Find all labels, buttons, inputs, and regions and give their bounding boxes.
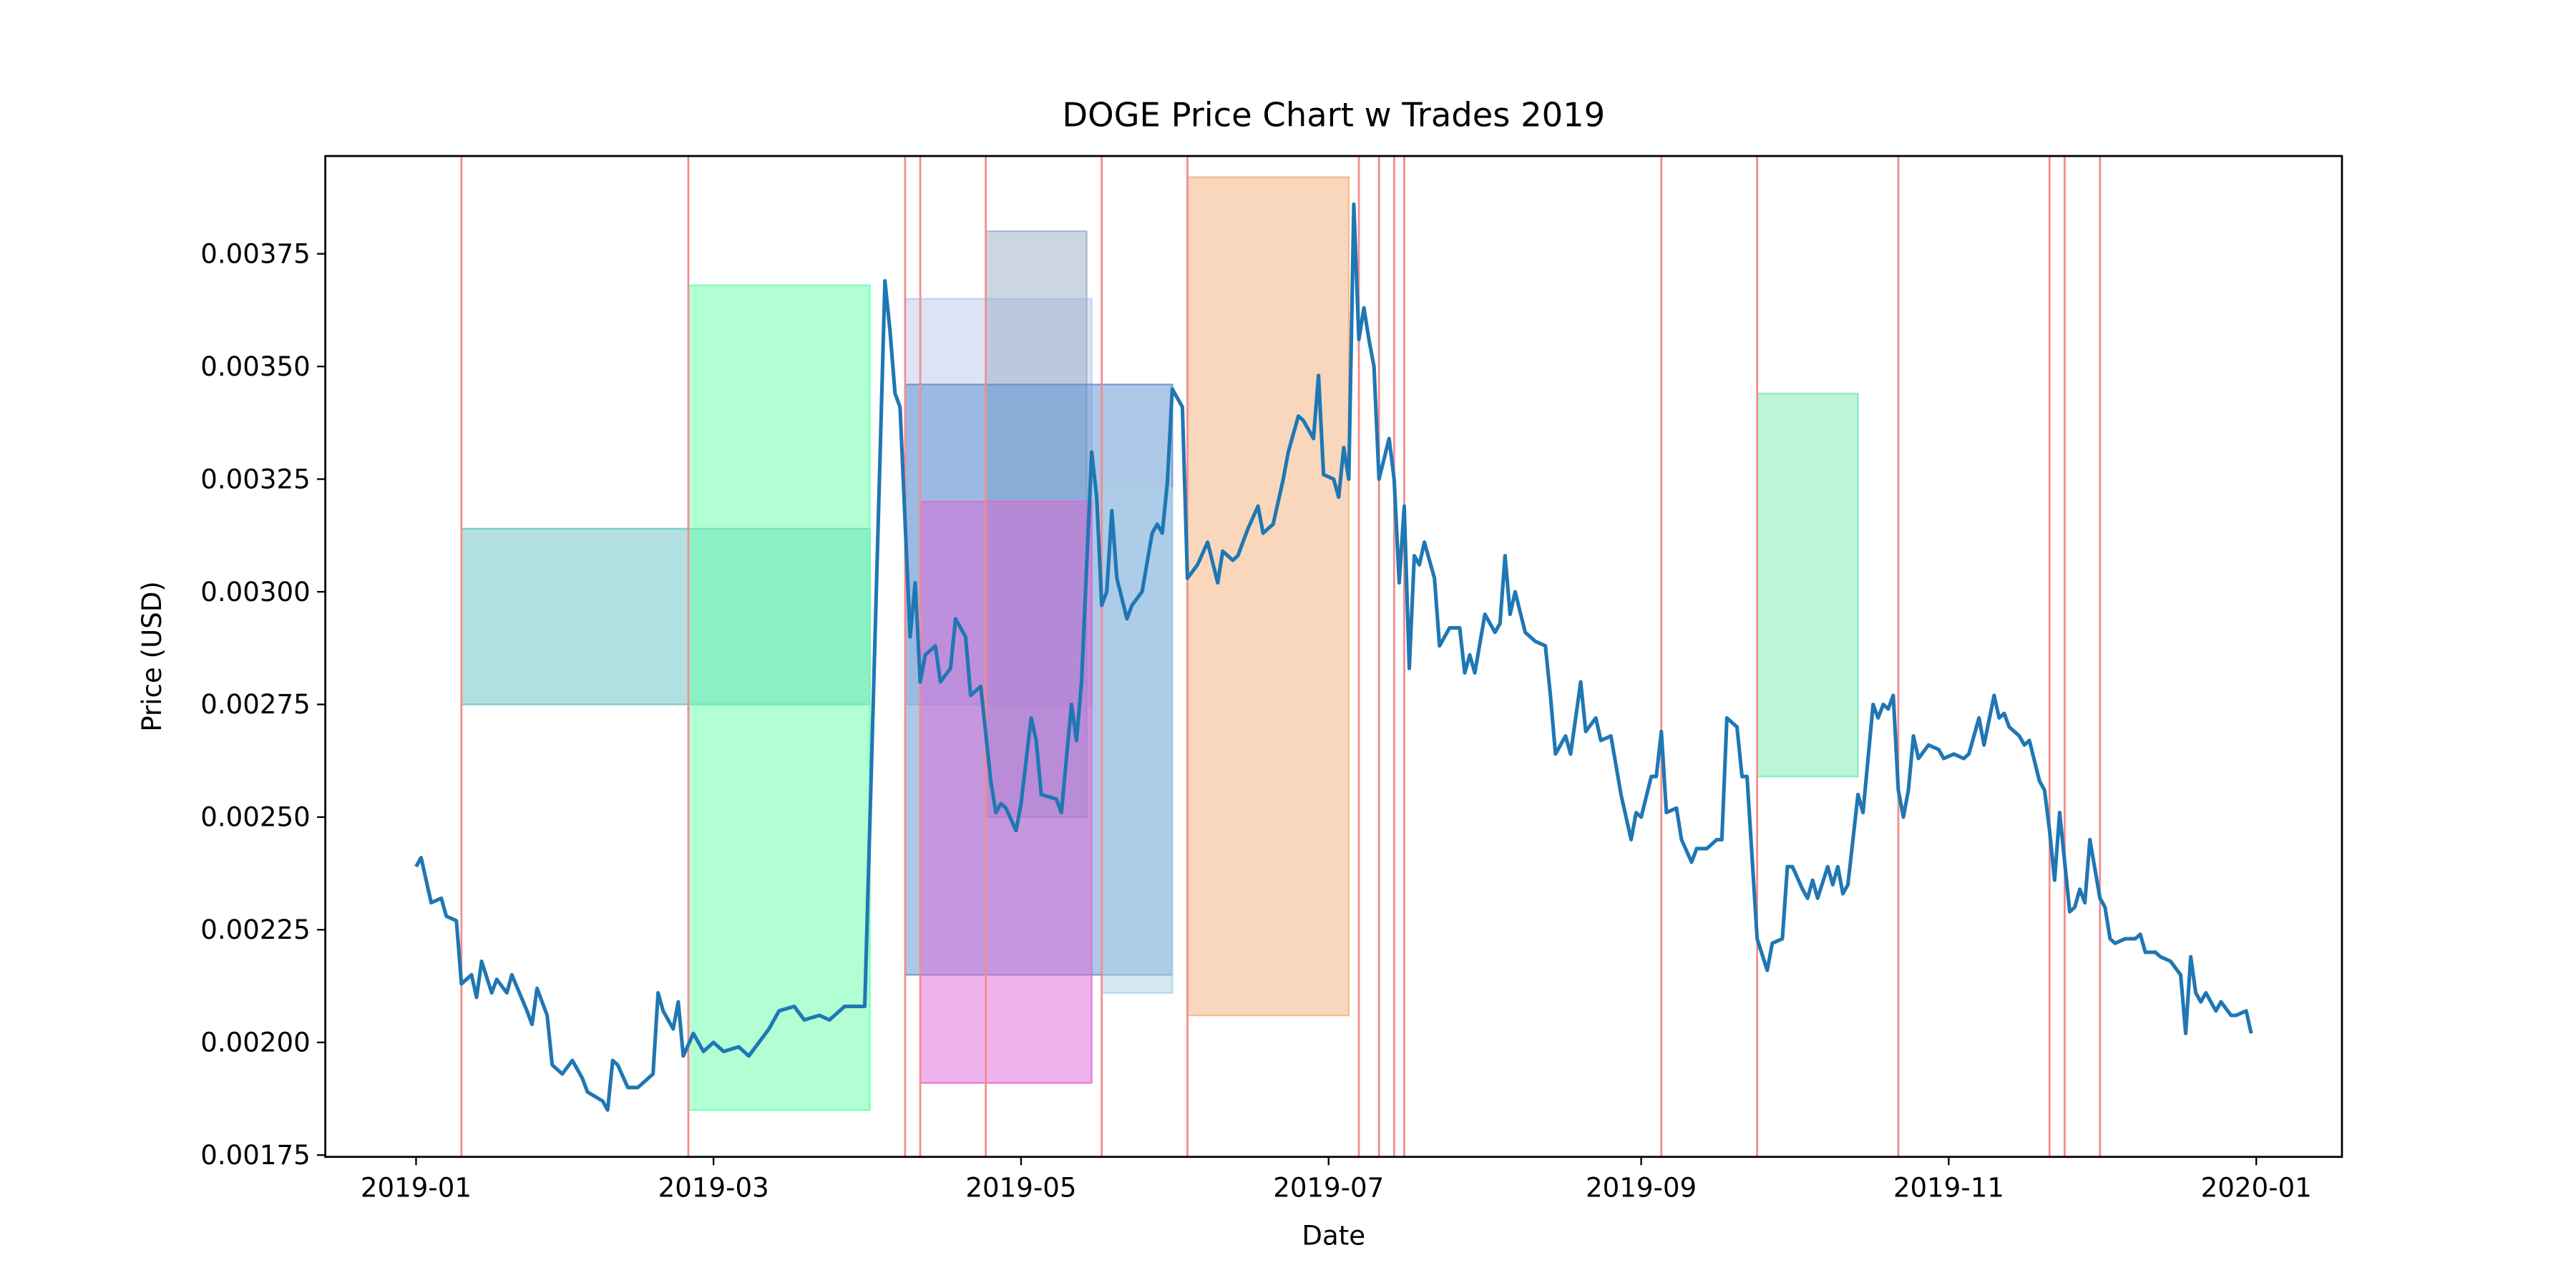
x-tick-label: 2019-01 [361, 1172, 472, 1203]
trade-box [1756, 392, 1859, 778]
y-tick-label: 0.00200 [200, 1028, 310, 1058]
x-tick-label: 2019-03 [658, 1172, 769, 1203]
y-tick-label: 0.00300 [200, 577, 310, 608]
trade-box [1186, 176, 1350, 1017]
y-tick-label: 0.00350 [200, 351, 310, 382]
x-tick-label: 2020-01 [2201, 1172, 2312, 1203]
y-tick-label: 0.00375 [200, 238, 310, 269]
price-line [414, 202, 2253, 1112]
plot-area [414, 156, 2253, 1157]
y-axis-label: Price (USD) [137, 581, 167, 732]
x-tick-label: 2019-09 [1586, 1172, 1697, 1203]
y-tick-label: 0.00325 [200, 464, 310, 494]
x-axis-label: Date [1302, 1221, 1365, 1252]
axes-frame [324, 155, 2343, 1158]
chart-title: DOGE Price Chart w Trades 2019 [1062, 95, 1605, 134]
y-tick-label: 0.00250 [200, 802, 310, 833]
y-tick-label: 0.00175 [200, 1140, 310, 1171]
x-tick-label: 2019-11 [1893, 1172, 2004, 1203]
trade-box [687, 284, 871, 1111]
y-tick-label: 0.00275 [200, 689, 310, 720]
trade-box [919, 500, 1093, 1084]
y-tick-label: 0.00225 [200, 914, 310, 945]
trade-box [1101, 487, 1174, 994]
x-tick-label: 2019-05 [965, 1172, 1076, 1203]
x-tick-label: 2019-07 [1273, 1172, 1384, 1203]
